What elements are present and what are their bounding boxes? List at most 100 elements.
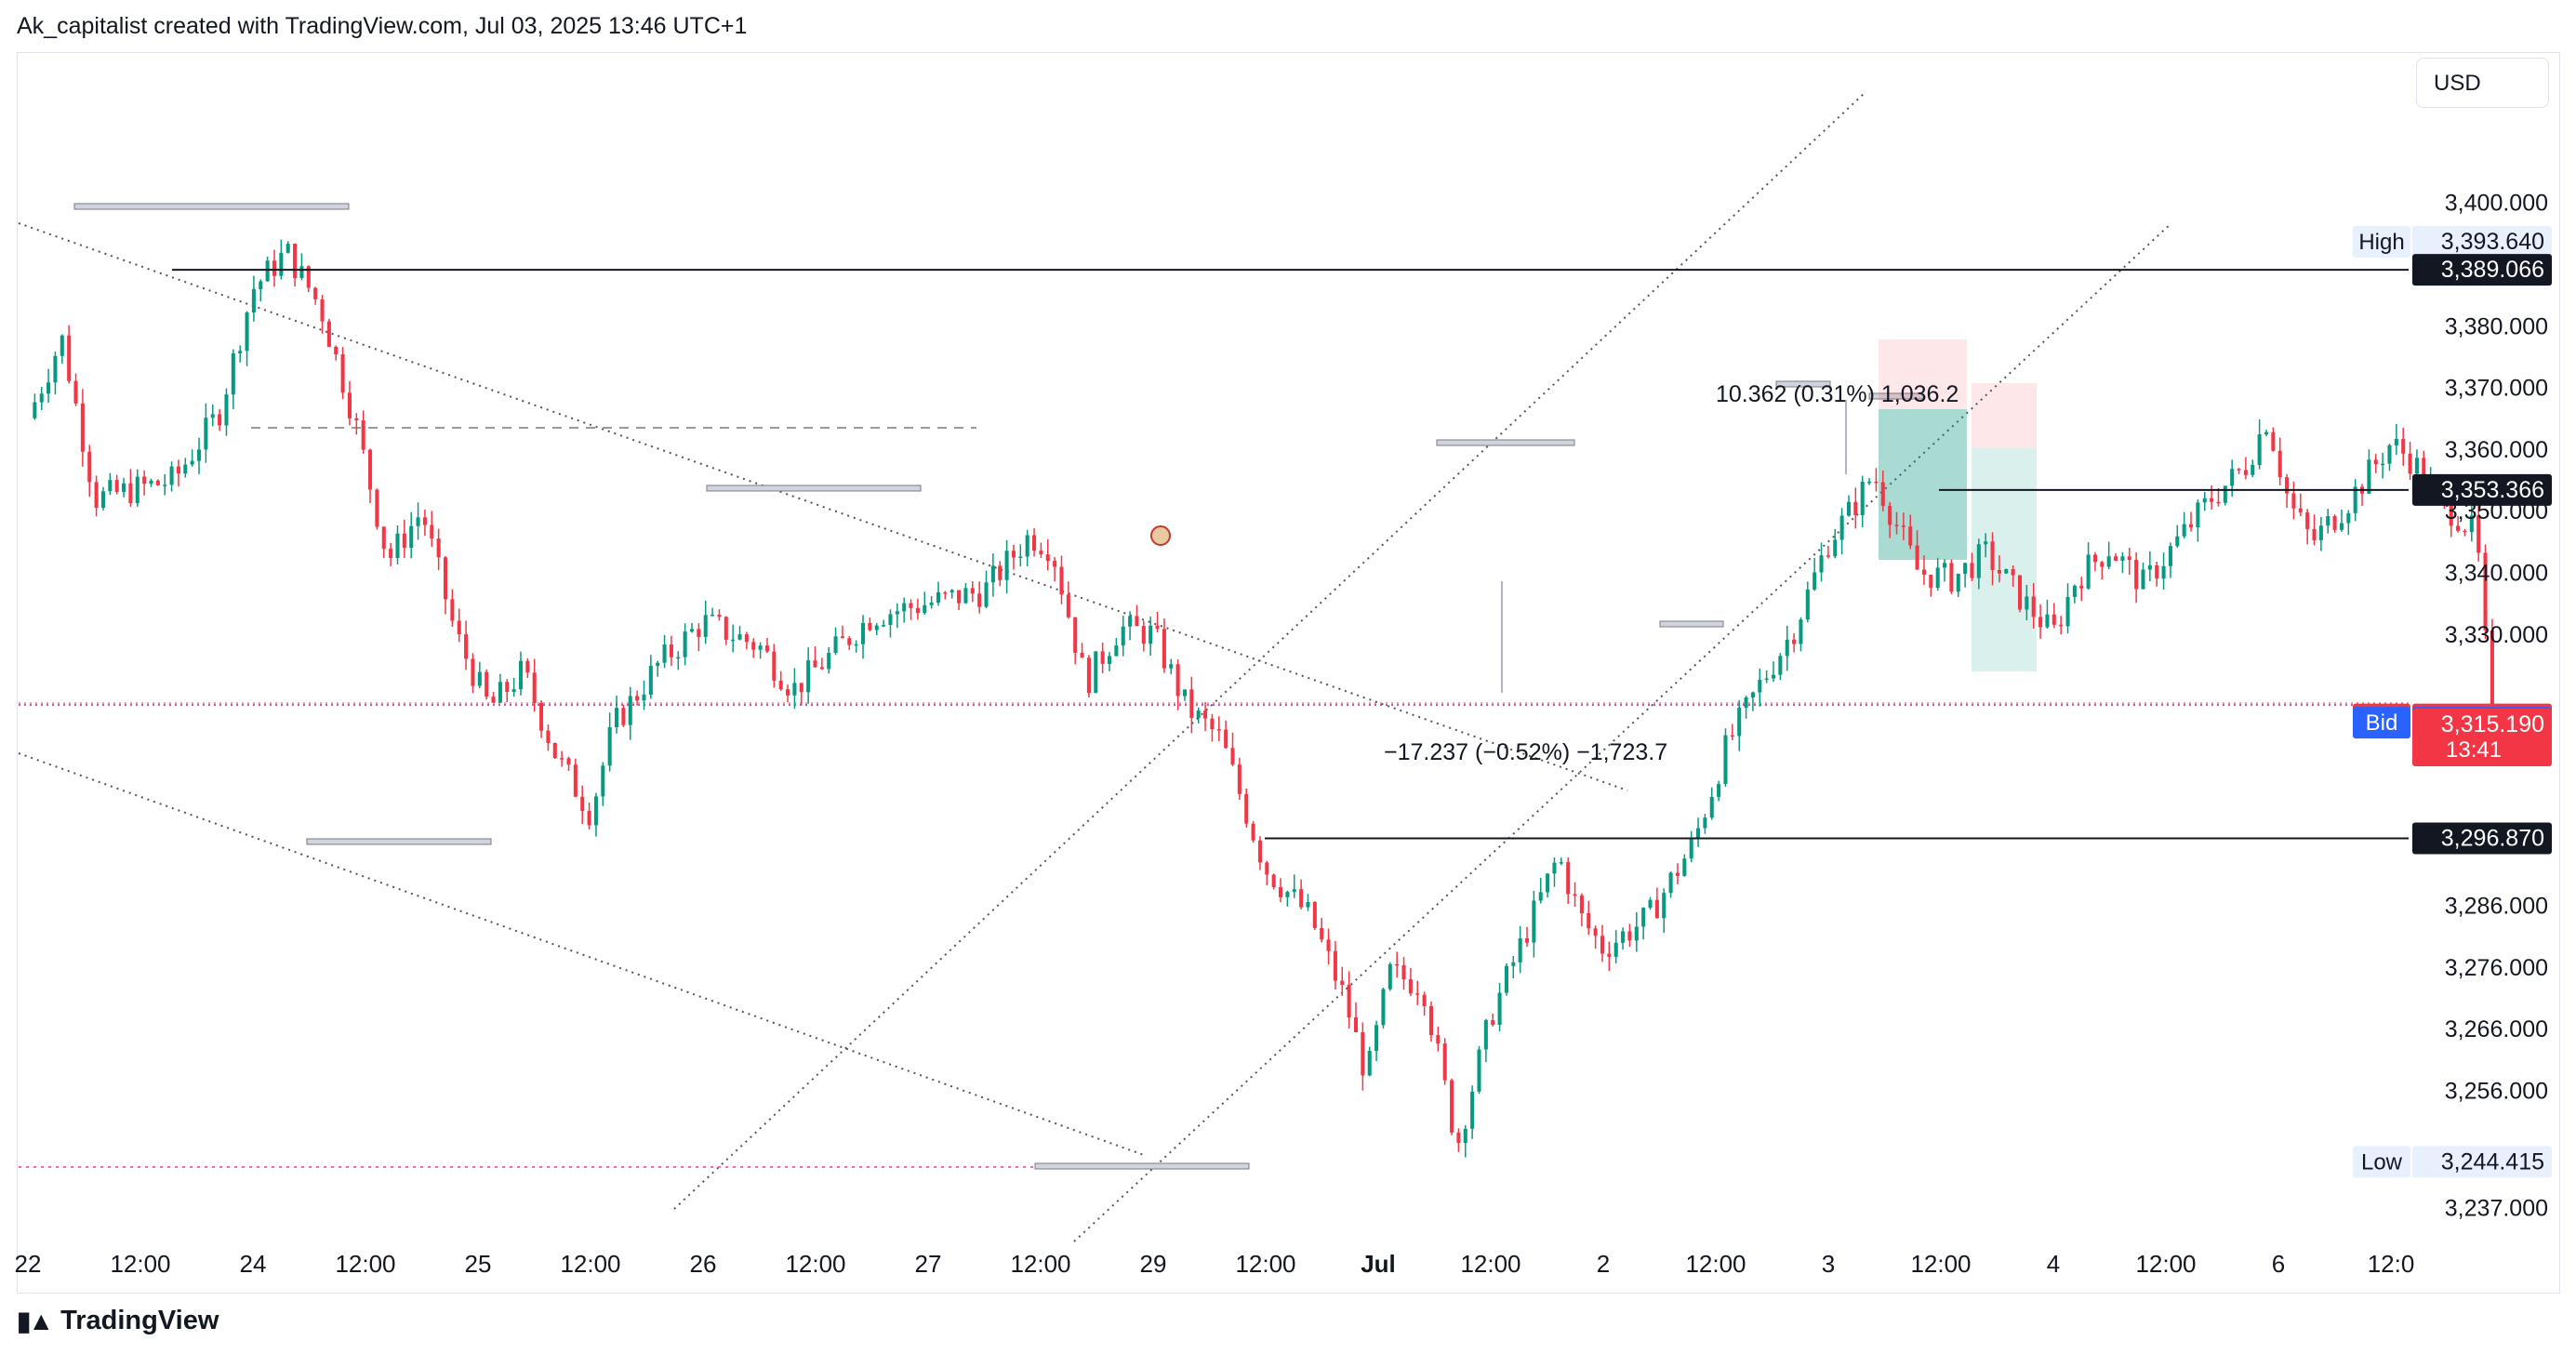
candle[interactable]: [1648, 899, 1653, 909]
candle[interactable]: [2114, 556, 2118, 561]
candle[interactable]: [929, 602, 934, 605]
candle[interactable]: [2059, 624, 2064, 627]
candle[interactable]: [1758, 679, 1762, 693]
candle[interactable]: [2469, 515, 2474, 533]
candle[interactable]: [1182, 689, 1188, 697]
candle[interactable]: [1970, 563, 1974, 578]
candle[interactable]: [2045, 614, 2050, 628]
candle[interactable]: [1114, 645, 1119, 657]
candle[interactable]: [2127, 556, 2131, 561]
candle[interactable]: [1682, 858, 1687, 876]
candle[interactable]: [1524, 938, 1530, 943]
candle[interactable]: [1080, 653, 1084, 658]
candle[interactable]: [1094, 651, 1098, 694]
candle[interactable]: [1107, 656, 1112, 664]
candle[interactable]: [1401, 965, 1406, 980]
candle[interactable]: [882, 625, 886, 627]
candle[interactable]: [293, 244, 298, 279]
candle[interactable]: [1573, 894, 1577, 896]
candle[interactable]: [368, 449, 373, 490]
candle[interactable]: [799, 683, 803, 693]
candle[interactable]: [949, 590, 954, 593]
candle[interactable]: [2277, 450, 2282, 478]
candle[interactable]: [984, 582, 989, 607]
candle[interactable]: [2237, 469, 2241, 471]
candle[interactable]: [813, 660, 817, 668]
candle[interactable]: [183, 464, 188, 474]
candle[interactable]: [792, 683, 797, 696]
candle[interactable]: [778, 680, 783, 690]
candle[interactable]: [1846, 501, 1852, 516]
candle[interactable]: [491, 697, 496, 703]
candle[interactable]: [552, 742, 557, 759]
candle[interactable]: [1901, 525, 1905, 527]
candle[interactable]: [1654, 899, 1659, 919]
candle[interactable]: [2004, 569, 2009, 574]
candle[interactable]: [1799, 619, 1803, 644]
candle[interactable]: [313, 287, 318, 299]
level-box[interactable]: [1436, 439, 1575, 446]
candle[interactable]: [1730, 735, 1734, 737]
candle[interactable]: [1155, 625, 1160, 630]
candle[interactable]: [758, 645, 763, 650]
candle[interactable]: [587, 811, 591, 826]
candle[interactable]: [662, 644, 667, 663]
candle[interactable]: [1662, 893, 1666, 919]
candle[interactable]: [1306, 902, 1310, 908]
candle[interactable]: [1121, 626, 1125, 646]
candle[interactable]: [265, 260, 270, 282]
candle[interactable]: [2257, 434, 2262, 465]
candle[interactable]: [231, 352, 235, 395]
candle[interactable]: [2264, 431, 2269, 435]
candle[interactable]: [251, 288, 256, 313]
candle[interactable]: [1491, 1019, 1495, 1025]
candle[interactable]: [888, 614, 893, 626]
candle[interactable]: [2318, 525, 2323, 540]
candle[interactable]: [1381, 989, 1386, 1026]
candle[interactable]: [560, 758, 564, 760]
candle[interactable]: [1641, 908, 1646, 927]
candle[interactable]: [1224, 729, 1228, 749]
candle[interactable]: [1546, 873, 1550, 893]
candle[interactable]: [532, 672, 537, 703]
candle[interactable]: [1587, 913, 1591, 929]
candle[interactable]: [1737, 708, 1742, 737]
candle[interactable]: [1395, 963, 1400, 966]
candle[interactable]: [970, 588, 975, 594]
candle[interactable]: [1853, 501, 1858, 515]
candle[interactable]: [2223, 485, 2227, 503]
candle[interactable]: [2100, 562, 2105, 567]
candle[interactable]: [1279, 887, 1283, 897]
candle[interactable]: [94, 482, 99, 509]
candle[interactable]: [2483, 552, 2488, 631]
candle[interactable]: [1025, 535, 1029, 557]
candle[interactable]: [1483, 1019, 1488, 1050]
candle[interactable]: [108, 480, 113, 492]
trend-line[interactable]: [673, 92, 1866, 1210]
candle[interactable]: [676, 657, 681, 659]
candle[interactable]: [764, 645, 769, 652]
candle[interactable]: [1367, 1051, 1372, 1076]
candle[interactable]: [1744, 697, 1748, 709]
candle[interactable]: [2017, 575, 2023, 610]
level-box[interactable]: [306, 838, 492, 845]
candle[interactable]: [1559, 862, 1563, 864]
candle[interactable]: [977, 593, 982, 607]
candle[interactable]: [1929, 574, 1933, 589]
candle[interactable]: [998, 565, 1003, 580]
candle[interactable]: [566, 758, 571, 765]
candle[interactable]: [409, 525, 414, 549]
candle[interactable]: [457, 620, 461, 635]
candle[interactable]: [1504, 965, 1508, 993]
candle[interactable]: [1053, 561, 1057, 567]
candle[interactable]: [1100, 651, 1105, 664]
candle[interactable]: [1908, 526, 1913, 546]
candle[interactable]: [2065, 596, 2070, 627]
level-box[interactable]: [1775, 380, 1831, 388]
candle[interactable]: [2052, 614, 2056, 625]
candle[interactable]: [1039, 551, 1043, 555]
candle[interactable]: [1408, 979, 1413, 994]
candle[interactable]: [1956, 573, 1960, 592]
candle[interactable]: [2339, 523, 2344, 530]
candle[interactable]: [943, 591, 948, 594]
